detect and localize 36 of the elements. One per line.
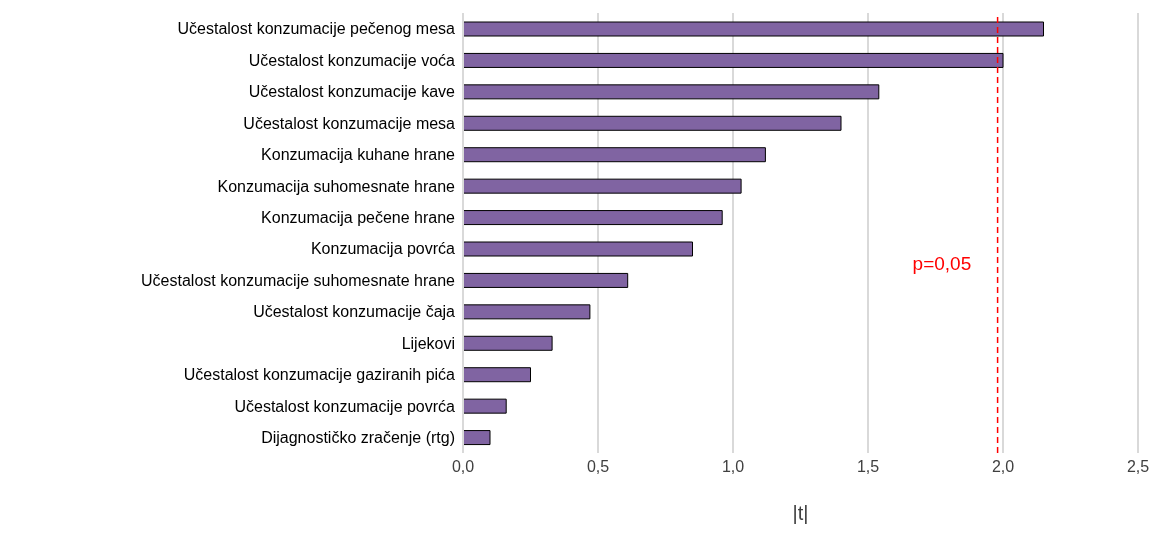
x-axis-title: |t| [792,502,809,524]
bar [463,272,629,288]
x-tick-label: 0,0 [451,458,475,476]
bar [463,398,507,414]
y-tick-label: Učestalost konzumacije povrća [234,397,456,415]
bar [463,367,531,383]
y-tick-label: Konzumacija pečene hrane [261,208,456,226]
bar [463,84,880,100]
bar [463,21,1044,37]
bar [463,147,766,163]
x-tick-label: 2,5 [1126,458,1150,476]
bar [463,115,842,131]
annotation: p=0,05 [912,252,972,274]
y-tick-label: Učestalost konzumacije gaziranih pića [183,366,456,384]
bar [463,210,723,226]
y-tick-label: Konzumacija kuhane hrane [261,146,456,164]
bar [463,430,491,446]
y-tick-label: Dijagnostičko zračenje (rtg) [261,428,455,446]
x-tick-label: 1,5 [856,458,880,476]
y-tick-label: Učestalost konzumacije kave [248,83,456,101]
bar [463,335,553,351]
x-tick-label: 2,0 [991,458,1015,476]
y-tick-label: Učestalost konzumacije pečenog mesa [177,20,456,38]
y-tick-label: Učestalost konzumacije suhomesnate hrane [141,271,456,289]
bar [463,241,693,257]
y-tick-label: Učestalost konzumacije voća [248,51,456,69]
y-tick-label: Konzumacija suhomesnate hrane [217,177,456,195]
bar [463,52,1004,68]
y-tick-label: Lijekovi [401,334,455,352]
x-tick-label: 1,0 [721,458,745,476]
bar [463,178,742,194]
y-tick-label: Konzumacija povrća [310,240,456,258]
x-tick-label: 0,5 [586,458,610,476]
y-tick-label: Učestalost konzumacije čaja [253,303,456,321]
y-tick-label: Učestalost konzumacije mesa [243,114,456,132]
bar [463,304,591,320]
